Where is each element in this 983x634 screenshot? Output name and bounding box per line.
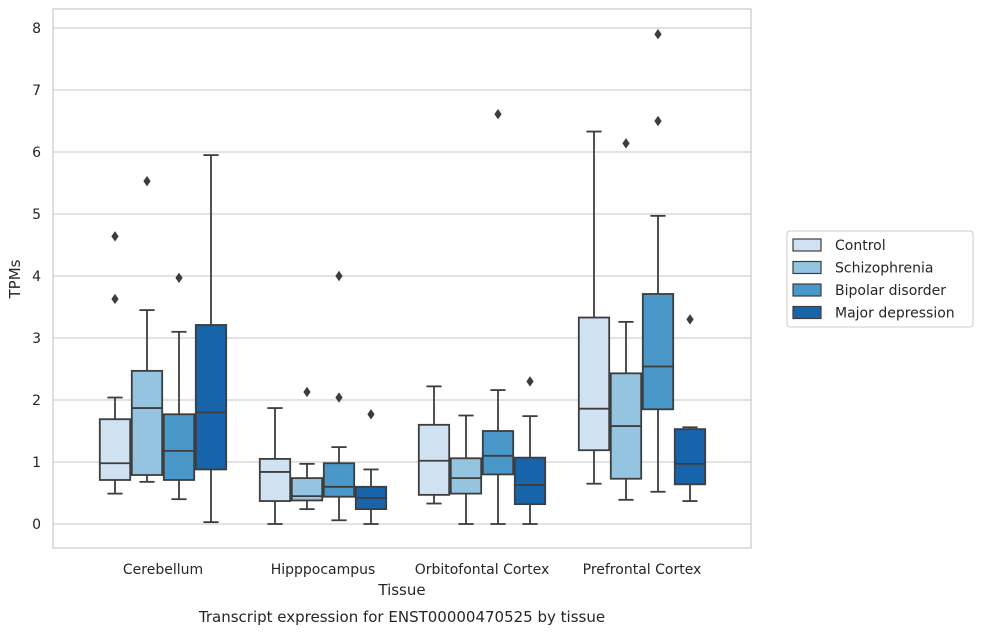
box-iqr (130, 369, 164, 476)
x-tick-label: Orbitofontal Cortex (415, 562, 550, 578)
legend-swatch (792, 305, 822, 320)
series-schizophrenia (130, 138, 643, 525)
series-control (98, 130, 611, 525)
box-orbitofontal-cortex (417, 385, 451, 505)
outlier-point (367, 409, 375, 420)
outlier-point (335, 392, 343, 403)
outlier-point (143, 175, 151, 187)
y-tick-label: 2 (32, 393, 41, 409)
box-iqr (98, 418, 132, 481)
box-hipppocampus (354, 409, 388, 525)
y-tick-labels: 0 1 2 3 4 5 6 7 8 (32, 21, 41, 533)
outlier-point (622, 138, 630, 149)
y-tick-label: 7 (32, 83, 41, 99)
chart-caption: Transcript expression for ENST0000047052… (198, 608, 605, 626)
legend-swatch (792, 260, 822, 275)
outlier-point (686, 314, 694, 325)
box-cerebellum (130, 175, 164, 483)
outlier-point (303, 386, 311, 398)
outlier-point (654, 115, 662, 127)
y-tick-label: 5 (32, 207, 41, 223)
x-tick-label: Hipppocampus (271, 562, 376, 578)
box-iqr (641, 293, 675, 411)
outlier-point (494, 108, 502, 120)
x-tick-labels: Cerebellum Hipppocampus Orbitofontal Corte… (123, 562, 701, 578)
box-prefrontal-cortex (609, 138, 643, 501)
box-cerebellum (194, 154, 228, 524)
box-cerebellum (98, 231, 132, 495)
box-prefrontal-cortex (641, 29, 675, 493)
box-prefrontal-cortex (673, 314, 707, 502)
y-tick-label: 0 (32, 517, 41, 533)
outlier-point (111, 231, 119, 242)
outlier-point (175, 272, 183, 284)
y-tick-label: 8 (32, 21, 41, 37)
legend-swatch (792, 238, 822, 252)
box-iqr (449, 457, 483, 495)
box-iqr (258, 457, 292, 502)
outlier-point (111, 293, 119, 305)
box-iqr (673, 428, 707, 486)
series-bipolar-disorder (162, 29, 675, 525)
box-iqr (481, 430, 515, 476)
box-iqr (513, 456, 547, 506)
box-hipppocampus (322, 270, 356, 522)
series-major-depression (194, 154, 707, 525)
grid (53, 27, 751, 525)
legend-items: Control Schizophrenia Bipolar disorder Majo… (792, 238, 955, 322)
box-orbitofontal-cortex (481, 108, 515, 525)
outlier-point (526, 376, 534, 387)
outlier-point (335, 270, 343, 282)
box-iqr (290, 477, 324, 502)
outlier-point (654, 29, 662, 40)
plot-frame (52, 8, 752, 549)
legend-frame (786, 230, 974, 328)
legend-label: Schizophrenia (835, 261, 933, 277)
box-iqr (577, 316, 611, 452)
y-tick-label: 4 (32, 269, 41, 285)
legend-swatch (792, 283, 822, 297)
legend: Control Schizophrenia Bipolar disorder Majo… (786, 230, 974, 328)
box-groups (98, 29, 707, 525)
x-axis-label: Tissue (377, 581, 425, 599)
box-iqr (322, 462, 356, 498)
y-tick-label: 1 (32, 455, 41, 471)
legend-label: Control (835, 238, 886, 254)
y-tick-label: 6 (32, 145, 41, 161)
box-iqr (417, 423, 451, 496)
box-orbitofontal-cortex (449, 414, 483, 525)
y-tick-label: 3 (32, 331, 41, 347)
legend-label: Major depression (835, 306, 955, 322)
legend-label: Bipolar disorder (835, 283, 946, 299)
box-hipppocampus (290, 386, 324, 511)
box-hipppocampus (258, 407, 292, 525)
y-axis-label: TPMs (6, 259, 24, 299)
box-orbitofontal-cortex (513, 376, 547, 525)
box-iqr (162, 413, 196, 481)
x-tick-label: Cerebellum (123, 562, 203, 578)
box-iqr (194, 324, 228, 471)
box-cerebellum (162, 272, 196, 501)
x-tick-label: Prefrontal Cortex (583, 562, 702, 578)
box-prefrontal-cortex (577, 130, 611, 485)
